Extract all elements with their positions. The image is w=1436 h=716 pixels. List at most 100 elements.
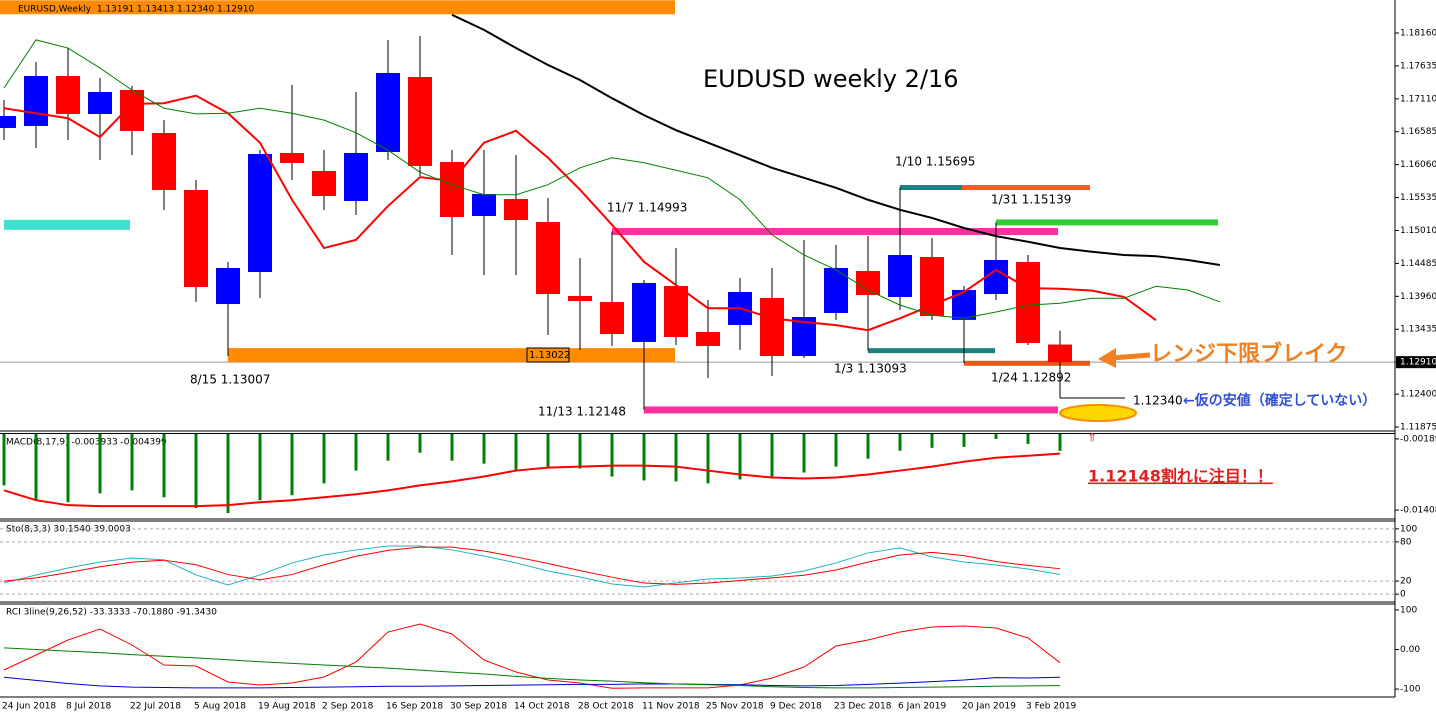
histogram-bar [930, 434, 934, 448]
price-level [228, 348, 675, 363]
candle-body [120, 89, 144, 131]
panel-title: Sto(8,3,3) 30.1540 39.0003 [6, 525, 131, 535]
histogram-bar [322, 434, 326, 484]
annotation: EUDUSD weekly 2/16 [703, 65, 959, 93]
x-tick-label: 3 Feb 2019 [1026, 702, 1077, 712]
candle-body [600, 302, 624, 335]
histogram-bar [1058, 434, 1062, 451]
histogram-bar [738, 434, 742, 480]
x-tick-label: 25 Nov 2018 [706, 702, 764, 712]
histogram-bar [66, 434, 70, 503]
price-level [0, 0, 675, 15]
y-tick-label: 1.16585 [1400, 127, 1436, 137]
histogram-bar [898, 434, 902, 451]
candle-body [152, 132, 176, 190]
candle-body [984, 260, 1008, 294]
histogram-bar [258, 434, 262, 501]
candle-body [24, 75, 48, 126]
indicator-line [3, 546, 1061, 585]
candle-body [536, 222, 560, 294]
histogram-bar [546, 434, 550, 469]
x-tick-label: 16 Sep 2018 [386, 702, 443, 712]
panel-title: RCI 3line(9,26,52) -33.3333 -70.1880 -91… [6, 608, 217, 618]
histogram-bar [674, 434, 678, 482]
price-level [612, 228, 1058, 236]
candle-body [920, 257, 944, 317]
panel-title: MACD(8,17,9) -0.003933 -0.004399 [6, 438, 167, 448]
indicator-line [451, 13, 1221, 266]
indicator-line [3, 676, 1061, 689]
histogram-bar [802, 434, 806, 473]
histogram-bar [514, 434, 518, 471]
x-tick-label: 28 Oct 2018 [578, 702, 634, 712]
candle-body [376, 72, 400, 152]
x-tick-label: 2 Sep 2018 [322, 702, 374, 712]
annotation: 1/3 1.13093 [834, 362, 907, 376]
annotation: ⇑ [1087, 431, 1097, 445]
histogram-bar [962, 434, 966, 447]
histogram-bar [34, 434, 38, 501]
chart-header: EURUSD,Weekly 1.13191 1.13413 1.12340 1.… [18, 5, 255, 15]
histogram-bar [194, 434, 198, 509]
arrow-head [1098, 348, 1116, 368]
candle-body [1048, 344, 1072, 363]
x-tick-label: 14 Oct 2018 [514, 702, 570, 712]
histogram-bar [226, 434, 230, 514]
y-tick-label: 0.00 [1400, 645, 1420, 655]
x-tick-label: 30 Sep 2018 [450, 702, 507, 712]
candle-body [248, 153, 272, 272]
annotation: 1.13022 [529, 350, 570, 361]
price-box [526, 347, 570, 363]
indicator-line [3, 452, 1061, 508]
candle-body [888, 254, 912, 298]
candle-body [472, 193, 496, 216]
highlight-ellipse [1059, 404, 1137, 422]
annotation: レンジ下限ブレイク [1150, 341, 1348, 367]
arrow [1111, 352, 1151, 361]
y-tick-label: 1.13960 [1400, 292, 1436, 302]
x-tick-label: 23 Dec 2018 [834, 702, 892, 712]
indicator-line [3, 94, 1157, 332]
x-tick-label: 22 Jul 2018 [130, 702, 181, 712]
y-tick-label: 1.17110 [1400, 94, 1436, 104]
annotation: 1/10 1.15695 [895, 155, 975, 169]
candle-body [664, 285, 688, 338]
x-tick-label: 6 Jan 2019 [898, 702, 946, 712]
price-level [996, 219, 1218, 226]
annotation: 11/13 1.12148 [538, 405, 626, 419]
y-tick-label: -0.001893 [1400, 434, 1436, 444]
histogram-bar [98, 434, 102, 494]
x-tick-label: 11 Nov 2018 [642, 702, 700, 712]
candle-body [344, 152, 368, 202]
histogram-bar [642, 434, 646, 481]
candle-body [504, 199, 528, 221]
y-tick-label: 1.13435 [1400, 325, 1436, 335]
annotation: 8/15 1.13007 [190, 373, 270, 387]
y-tick-label: -0.014081 [1400, 506, 1436, 516]
annotation: 11/7 1.14993 [607, 201, 687, 215]
candle-body [56, 75, 80, 114]
histogram-bar [1026, 434, 1030, 444]
candle-body [568, 296, 592, 302]
annotation: 1.12148割れに注目！！ [1088, 467, 1273, 486]
y-tick-label: 1.18160 [1400, 28, 1436, 38]
price-level [962, 185, 1090, 191]
indicator-line [3, 39, 1221, 319]
indicator-line [3, 647, 1061, 689]
histogram-bar [450, 434, 454, 461]
histogram-bar [610, 434, 614, 477]
histogram-bar [354, 434, 358, 471]
annotation: 1.12340 [1133, 394, 1183, 408]
histogram-bar [290, 434, 294, 496]
histogram-bar [770, 434, 774, 477]
candle-body [88, 91, 112, 114]
y-tick-label: 1.12400 [1400, 390, 1436, 400]
candle-body [632, 282, 656, 342]
y-tick-label: 1.11875 [1400, 423, 1436, 433]
annotation: ←仮の安値（確定していない） [1183, 392, 1376, 409]
candle-body [1016, 262, 1040, 343]
price-level [964, 360, 1090, 366]
y-tick-label: 1.14485 [1400, 259, 1436, 269]
